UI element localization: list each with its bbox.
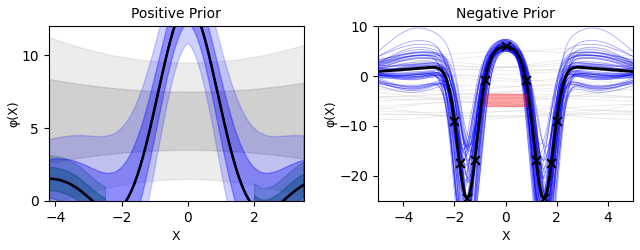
X-axis label: X: X: [172, 230, 180, 243]
Point: [480, 78, 490, 82]
Point: [449, 120, 460, 124]
Point: [182, 0, 193, 4]
Point: [470, 158, 480, 162]
Point: [547, 161, 557, 165]
Point: [531, 158, 541, 162]
Title: Positive Prior: Positive Prior: [131, 7, 221, 21]
X-axis label: X: X: [501, 230, 510, 243]
Point: [539, 196, 549, 200]
Title: Negative Prior: Negative Prior: [456, 7, 555, 21]
Point: [454, 161, 465, 165]
Point: [116, 205, 127, 209]
Point: [249, 205, 259, 209]
Point: [462, 196, 472, 200]
Point: [521, 78, 531, 82]
Point: [500, 44, 511, 48]
Y-axis label: φ(X): φ(X): [7, 100, 20, 127]
Y-axis label: φ(X): φ(X): [324, 100, 338, 127]
Point: [552, 120, 562, 124]
